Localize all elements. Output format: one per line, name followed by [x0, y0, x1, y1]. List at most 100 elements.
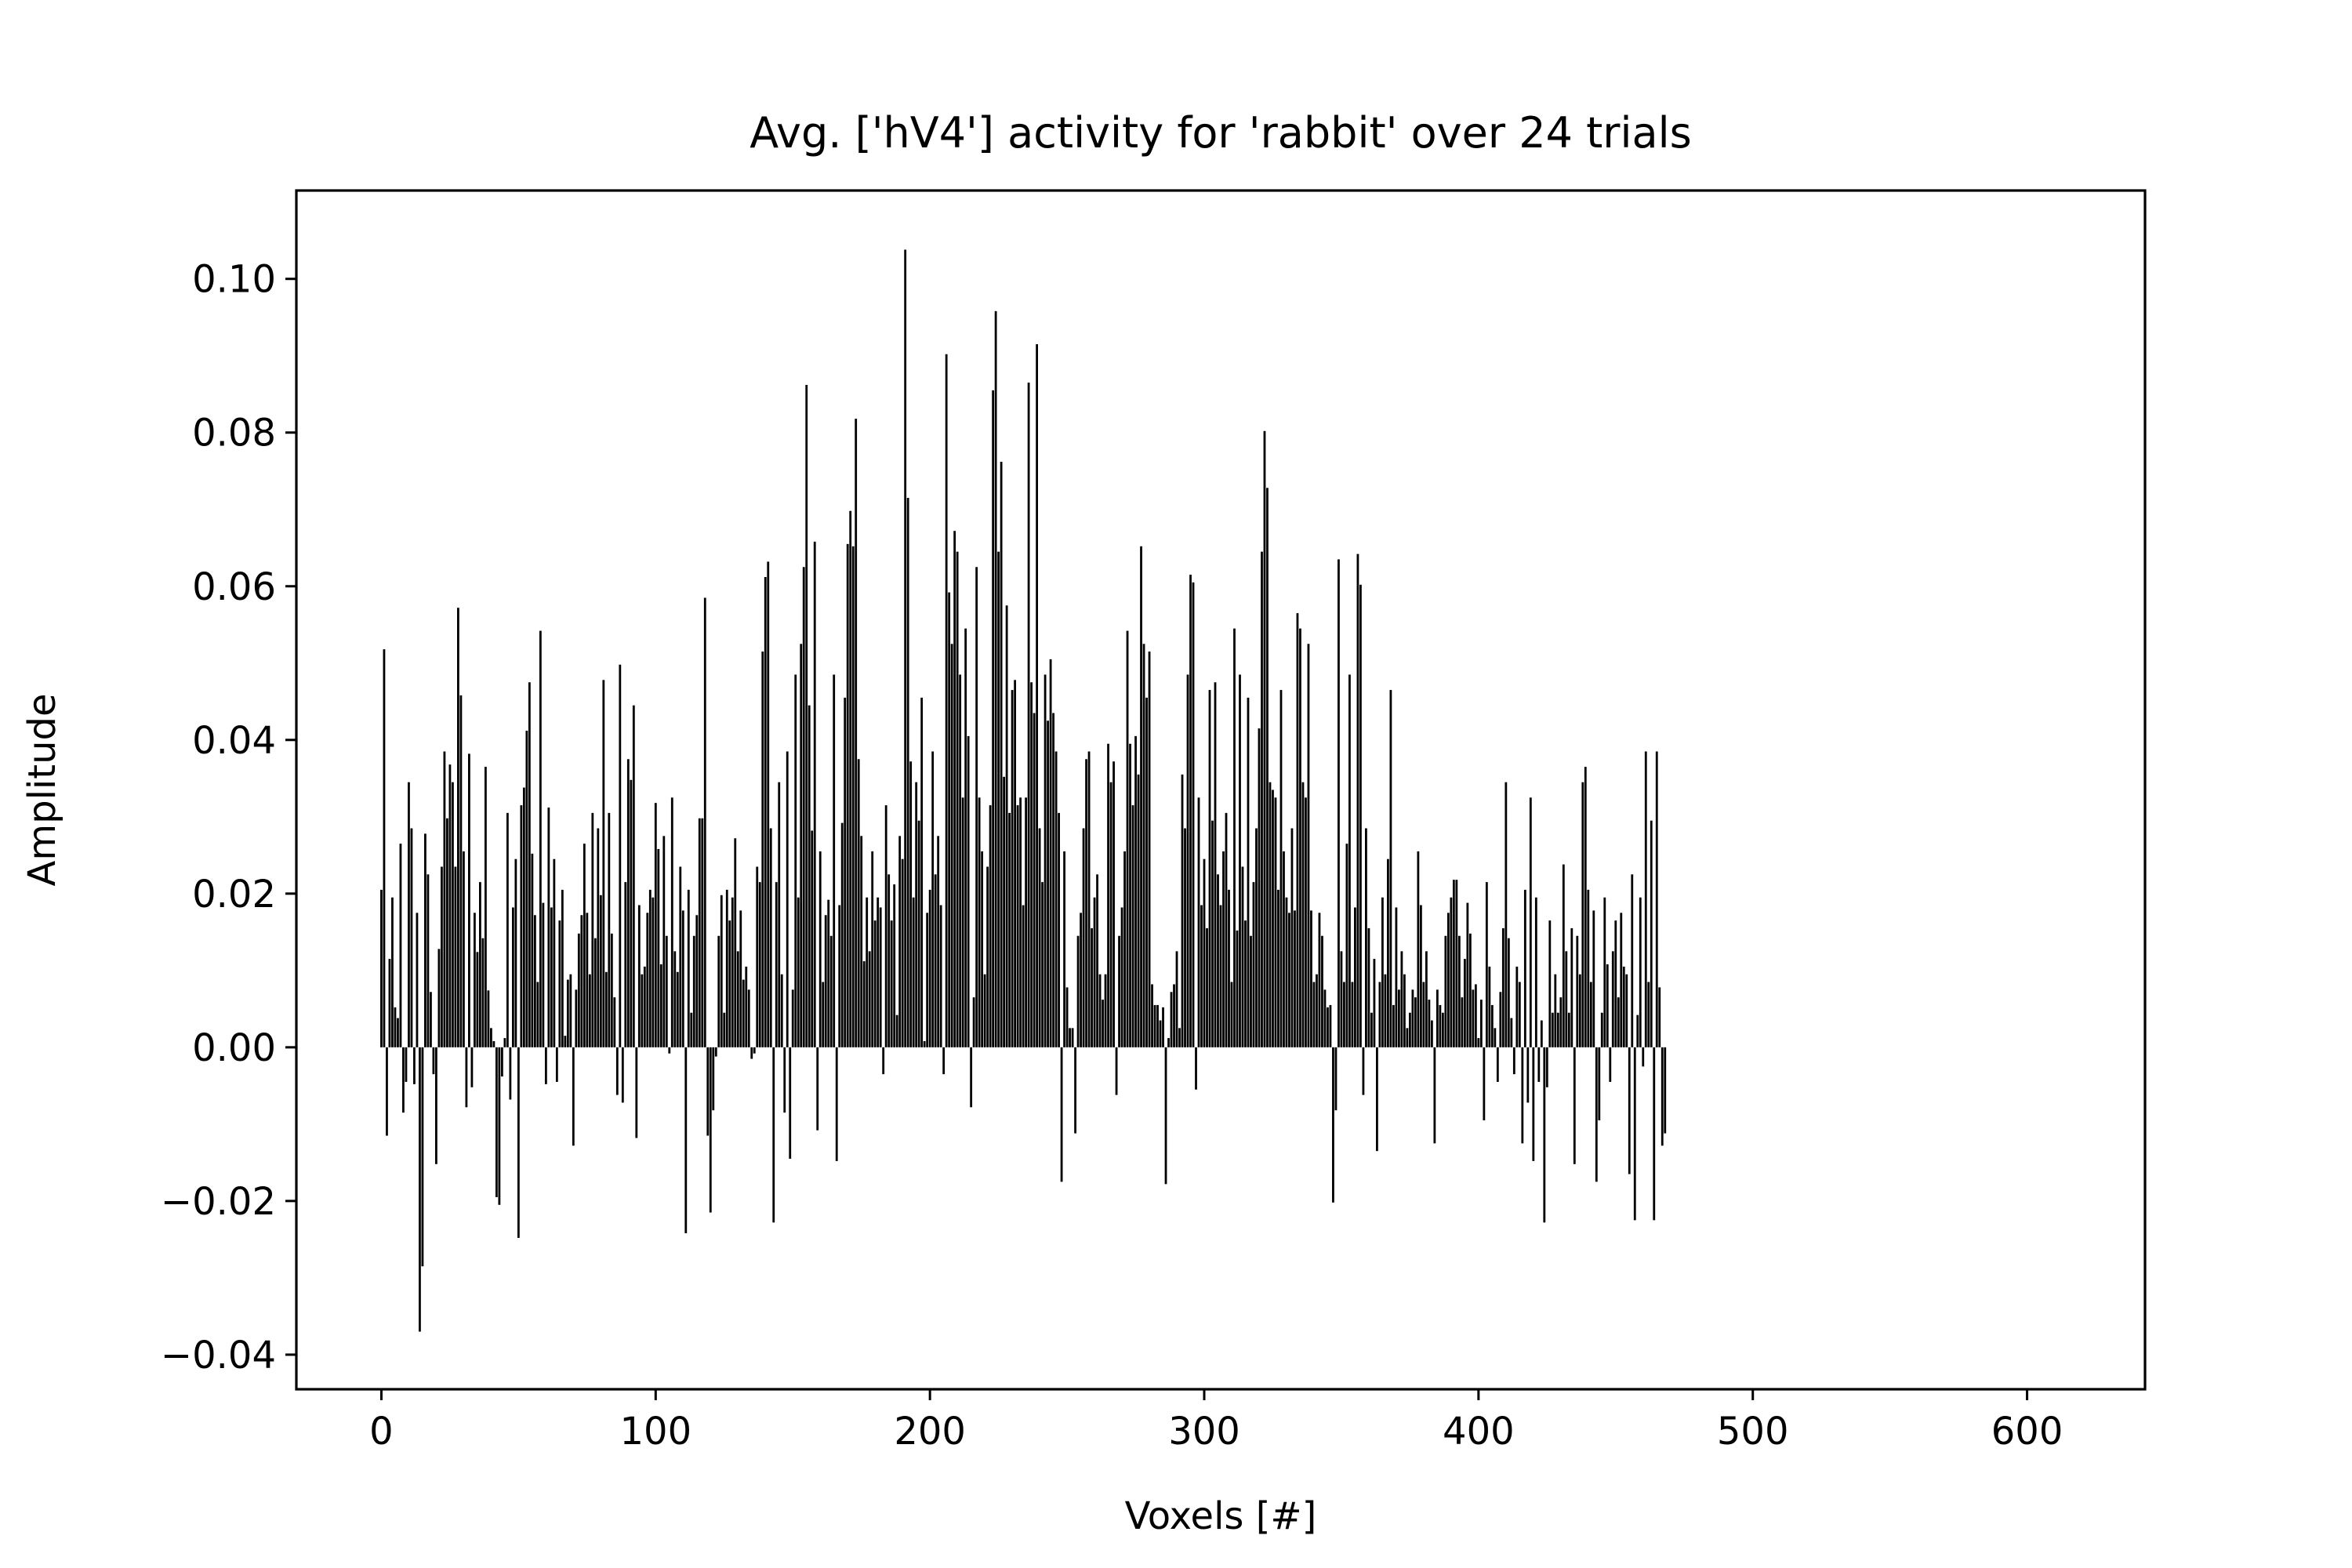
bar [1140, 546, 1142, 1047]
bar [547, 808, 550, 1047]
ticks-group: 0 100 200 300 400 500 600 −0.04 −0.02 0.00 0.02 0.0… [161, 258, 2063, 1454]
bar [1472, 989, 1475, 1047]
bar [895, 1014, 898, 1047]
bar [1145, 697, 1148, 1047]
bar [1214, 682, 1217, 1047]
bar [761, 652, 764, 1047]
bar [975, 567, 978, 1047]
bar [536, 982, 539, 1047]
bar [1261, 551, 1263, 1047]
bar [399, 844, 402, 1047]
bar [1115, 1047, 1118, 1095]
bar [1164, 1047, 1167, 1185]
bar [615, 1047, 619, 1095]
bar [942, 1047, 946, 1075]
bar [725, 889, 728, 1047]
bar [443, 751, 446, 1047]
bar [498, 1047, 501, 1205]
bar [1005, 605, 1008, 1047]
bar [1425, 951, 1428, 1047]
y-tick-label: 0.08 [192, 412, 276, 456]
bar [1167, 1038, 1170, 1047]
bar [1096, 874, 1098, 1047]
bar [758, 882, 761, 1047]
bar [391, 897, 394, 1047]
x-tick-label: 0 [369, 1410, 394, 1454]
bar [901, 858, 904, 1047]
bar [808, 705, 811, 1047]
bar [1153, 1004, 1156, 1047]
bar [950, 644, 953, 1047]
bar [517, 1047, 520, 1238]
bar [588, 974, 591, 1047]
bar [822, 982, 825, 1047]
bar [561, 889, 564, 1047]
bar [1411, 989, 1414, 1047]
bar [673, 951, 677, 1047]
bar [1406, 1028, 1409, 1047]
bar [1334, 1047, 1338, 1111]
bar [1345, 844, 1348, 1047]
bar [937, 836, 940, 1047]
bar [931, 751, 935, 1047]
bar [1263, 430, 1266, 1047]
bar [676, 971, 679, 1047]
bar [778, 782, 781, 1047]
bar [1104, 974, 1107, 1047]
bar [1444, 935, 1447, 1047]
bar [978, 797, 981, 1047]
bar [1170, 992, 1173, 1047]
bar [706, 1047, 710, 1136]
bar [635, 1047, 638, 1138]
bar [1477, 1038, 1480, 1047]
bar [1211, 820, 1214, 1047]
bar [410, 828, 413, 1047]
bar [402, 1047, 405, 1113]
bar [986, 866, 989, 1047]
bar [1060, 1047, 1063, 1182]
bar [1217, 874, 1219, 1047]
bar [1606, 964, 1609, 1047]
bar [408, 782, 410, 1047]
bar [648, 889, 652, 1047]
bar [1112, 761, 1115, 1047]
bar [1011, 690, 1014, 1047]
bar [1305, 797, 1307, 1047]
bar [1653, 1047, 1656, 1221]
bar [1466, 902, 1469, 1047]
bar [1620, 913, 1623, 1047]
bar [1186, 674, 1189, 1047]
bar [646, 913, 649, 1047]
bar [1285, 897, 1288, 1047]
bar [531, 853, 534, 1047]
bar [1419, 905, 1422, 1047]
bar [397, 1018, 399, 1047]
bar [736, 951, 739, 1047]
bar [1181, 774, 1184, 1047]
bar [1554, 974, 1557, 1047]
bar [1373, 959, 1376, 1047]
bar [1047, 720, 1049, 1047]
bar [1283, 851, 1285, 1047]
bar [786, 751, 789, 1047]
bar [1600, 1012, 1603, 1047]
bar [1071, 1028, 1074, 1047]
bar [1036, 344, 1038, 1047]
bar [522, 787, 525, 1047]
bar [405, 1047, 408, 1082]
bar [1120, 907, 1123, 1047]
bar [840, 822, 844, 1047]
bar [1195, 1047, 1197, 1090]
bar [720, 895, 723, 1047]
bar [742, 979, 745, 1047]
bar [1025, 797, 1028, 1047]
bar [637, 905, 641, 1047]
bar [1559, 997, 1563, 1047]
bar [1065, 987, 1069, 1047]
bar [698, 818, 701, 1047]
bar [657, 848, 660, 1047]
bar [915, 782, 918, 1047]
bar [1609, 1047, 1612, 1082]
bar [511, 907, 514, 1047]
bar [459, 695, 463, 1047]
